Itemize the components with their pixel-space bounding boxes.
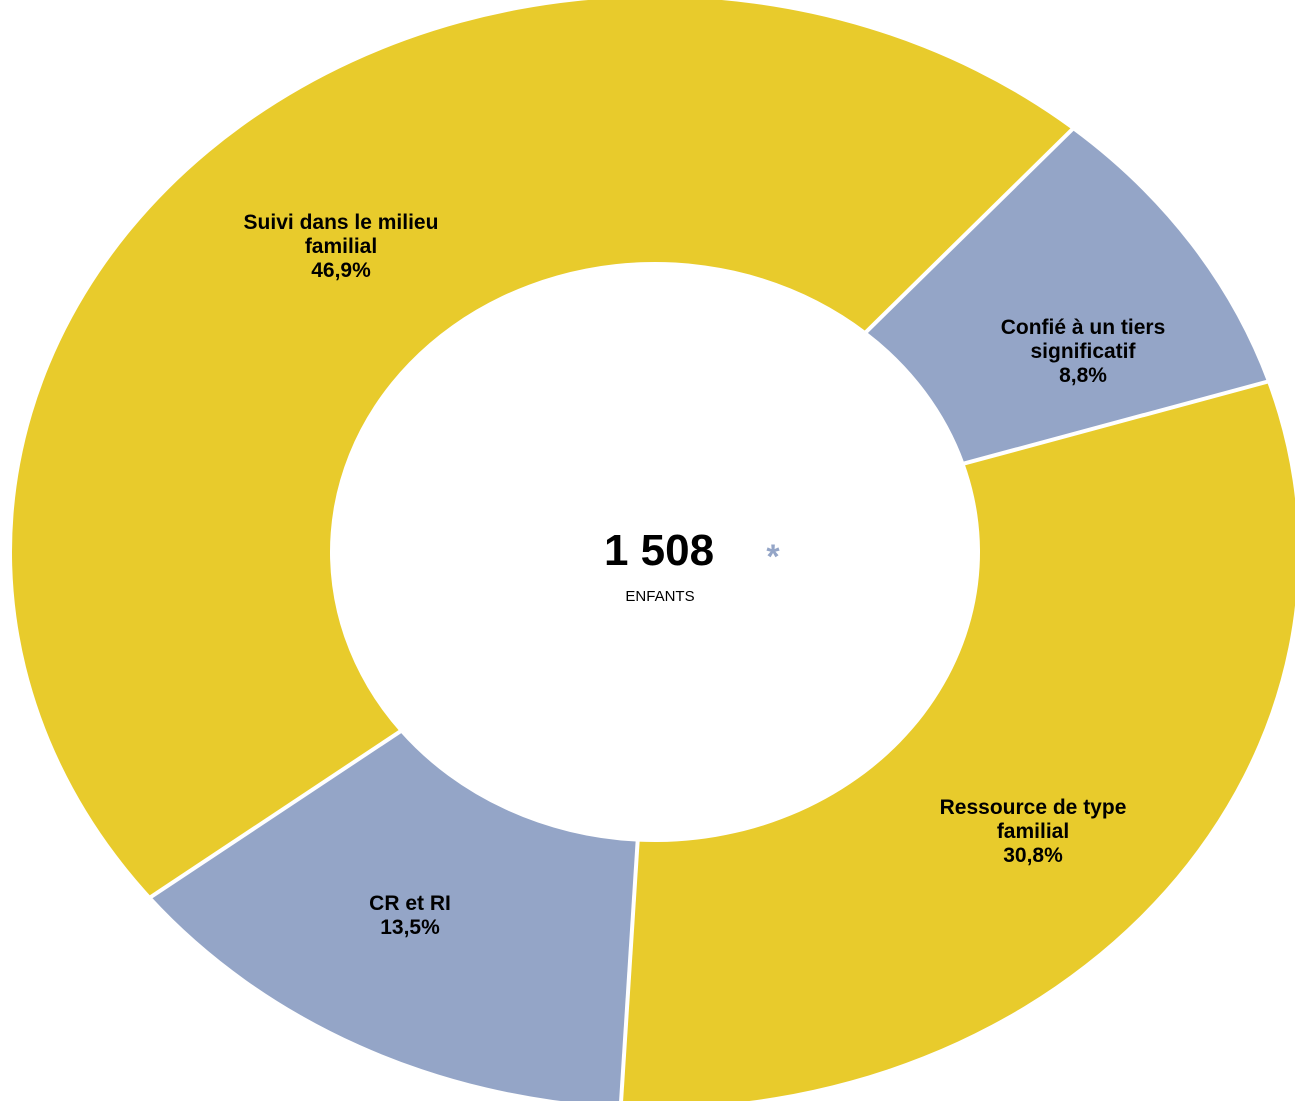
slice-category-label: significatif [1030,340,1136,363]
donut-slices [12,0,1295,1101]
slice-label-1: Confié à un tiers significatif 8,8% [1001,316,1166,387]
slice-separator-1 [862,122,1080,336]
center-unit: ENFANTS [625,588,694,605]
slice-3 [150,731,638,1101]
slice-labels: Confié à un tiers significatif 8,8% Ressour… [244,211,1166,939]
slice-value-label: 46,9% [311,259,371,282]
slice-label-3: CR et RI 13,5% [369,892,451,939]
slice-separator-3 [619,837,640,1101]
slice-value-label: 30,8% [1003,844,1063,867]
slice-2 [621,382,1295,1101]
center-asterisk: * [766,538,780,576]
center-total: 1 508 [604,526,714,575]
slice-value-label: 8,8% [1059,364,1107,387]
slice-separator-4 [143,727,405,903]
slice-category-label: Ressource de type [940,796,1127,819]
slice-label-2: Ressource de type familial 30,8% [940,796,1127,867]
slice-label-4: Suivi dans le milieu familial 46,9% [244,211,439,282]
center-label: 1 508 * ENFANTS [604,526,780,605]
slice-category-label: Suivi dans le milieu [244,211,439,234]
slice-category-label: CR et RI [369,892,451,915]
slice-separator-2 [960,377,1276,467]
slice-4 [12,0,1073,897]
slice-category-label: Confié à un tiers [1001,316,1166,339]
slice-value-label: 13,5% [380,916,440,939]
slice-1 [866,129,1268,464]
slice-category-label: familial [305,235,377,258]
slice-category-label: familial [997,820,1069,843]
